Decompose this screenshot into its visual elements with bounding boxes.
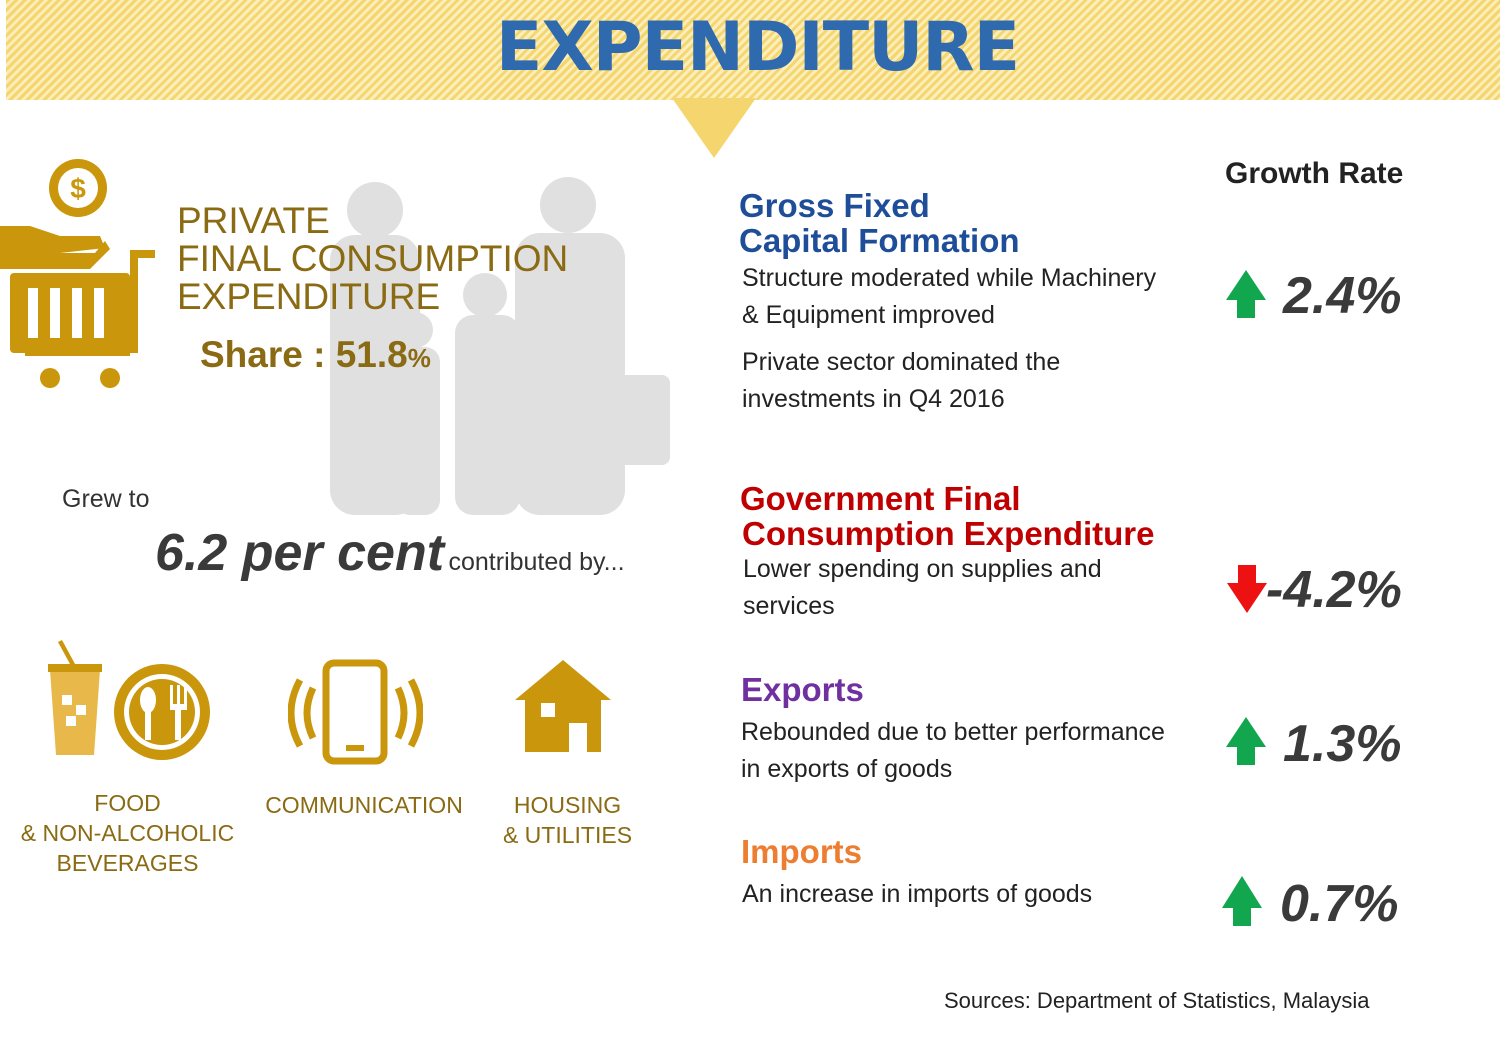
title-line: Gross Fixed <box>739 187 930 224</box>
desc-line: investments in Q4 2016 <box>742 385 1005 413</box>
share-unit: % <box>407 343 431 373</box>
desc-line: Structure moderated while Machinery <box>742 264 1157 292</box>
gfcf-title: Gross Fixed Capital Formation <box>739 188 1020 258</box>
pfce-heading-line: PRIVATE <box>177 200 330 241</box>
imports-rate: 0.7% <box>1280 875 1399 933</box>
exports-desc: Rebounded due to better performance in e… <box>741 714 1165 788</box>
exports-rate: 1.3% <box>1283 715 1402 773</box>
category-food: FOOD & NON-ALCOHOLIC BEVERAGES <box>5 788 250 878</box>
drink-and-dining-icon <box>48 640 210 760</box>
arrow-up-icon <box>1226 270 1266 318</box>
pfce-growth: 6.2 per cent contributed by... <box>155 523 625 583</box>
pfce-heading: PRIVATE FINAL CONSUMPTION EXPENDITURE <box>177 202 568 316</box>
mobile-phone-icon <box>288 659 423 765</box>
svg-text:$: $ <box>70 173 86 204</box>
gfce-desc: Lower spending on supplies and services <box>743 551 1102 625</box>
desc-line: in exports of goods <box>741 755 953 783</box>
imports-title: Imports <box>741 833 863 870</box>
arrow-up-icon <box>1222 876 1262 926</box>
category-housing: HOUSING & UTILITIES <box>485 790 650 850</box>
gfcf-desc: Structure moderated while Machinery & Eq… <box>742 260 1156 418</box>
desc-line: & Equipment improved <box>742 301 995 329</box>
category-label: & NON-ALCOHOLIC <box>20 820 235 846</box>
category-label: & UTILITIES <box>502 822 633 848</box>
desc-line: Rebounded due to better performance <box>741 718 1165 746</box>
banner-pointer <box>672 98 756 158</box>
category-label: COMMUNICATION <box>265 792 463 818</box>
pfce-heading-line: EXPENDITURE <box>177 276 441 317</box>
arrow-up-icon <box>1226 717 1266 765</box>
desc-line: services <box>743 592 835 620</box>
category-communication: COMMUNICATION <box>250 790 478 820</box>
title-line: Consumption Expenditure <box>742 515 1155 552</box>
family-silhouette-icon <box>330 177 670 515</box>
header-banner <box>6 0 1500 100</box>
source-note: Sources: Department of Statistics, Malay… <box>944 988 1370 1013</box>
title-line: Government Final <box>740 480 1021 517</box>
category-label: FOOD <box>94 790 161 816</box>
desc-line: An increase in imports of goods <box>742 880 1093 908</box>
house-icon <box>515 660 611 752</box>
category-label: BEVERAGES <box>56 850 199 876</box>
desc-line: Lower spending on supplies and <box>743 555 1102 583</box>
desc-line: Private sector dominated the <box>742 348 1061 376</box>
title-line: Capital Formation <box>739 222 1020 259</box>
contributed-label: contributed by... <box>448 548 625 576</box>
gfcf-rate: 2.4% <box>1283 267 1402 325</box>
gfce-rate: -4.2% <box>1266 561 1402 619</box>
category-label: HOUSING <box>513 792 622 818</box>
pfce-share: Share : 51.8% <box>200 334 431 376</box>
share-label: Share : <box>200 334 336 375</box>
grew-to-label: Grew to <box>62 485 150 513</box>
gfce-title: Government Final Consumption Expenditure <box>740 481 1155 551</box>
growth-value: 6.2 per cent <box>155 524 445 582</box>
pfce-heading-line: FINAL CONSUMPTION <box>177 238 569 279</box>
page-title: EXPENDITURE <box>495 8 1020 87</box>
growth-rate-header: Growth Rate <box>1225 157 1404 190</box>
exports-title: Exports <box>741 671 864 708</box>
shopping-cart-money-icon: $ <box>0 159 155 388</box>
share-value: 51.8 <box>335 334 408 375</box>
imports-desc: An increase in imports of goods <box>742 876 1092 913</box>
arrow-down-icon <box>1227 565 1267 613</box>
